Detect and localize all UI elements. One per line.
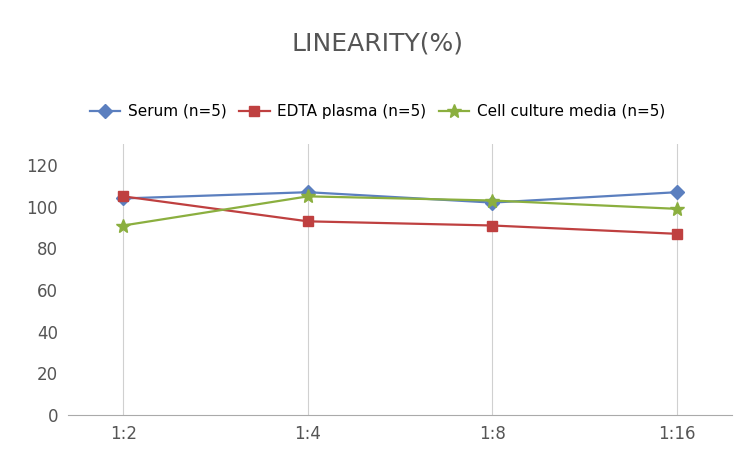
Serum (n=5): [304, 189, 313, 195]
Line: Cell culture media (n=5): Cell culture media (n=5): [116, 189, 684, 232]
Serum (n=5): [119, 196, 128, 201]
Serum (n=5): [488, 200, 497, 205]
Line: Serum (n=5): Serum (n=5): [119, 187, 682, 207]
Cell culture media (n=5): [119, 223, 128, 228]
EDTA plasma (n=5): [673, 231, 682, 236]
Legend: Serum (n=5), EDTA plasma (n=5), Cell culture media (n=5): Serum (n=5), EDTA plasma (n=5), Cell cul…: [84, 98, 671, 125]
Line: EDTA plasma (n=5): EDTA plasma (n=5): [119, 192, 682, 239]
EDTA plasma (n=5): [488, 223, 497, 228]
Cell culture media (n=5): [488, 198, 497, 203]
EDTA plasma (n=5): [119, 193, 128, 199]
Cell culture media (n=5): [673, 206, 682, 212]
Cell culture media (n=5): [304, 193, 313, 199]
Serum (n=5): [673, 189, 682, 195]
Text: LINEARITY(%): LINEARITY(%): [291, 32, 464, 55]
EDTA plasma (n=5): [304, 219, 313, 224]
